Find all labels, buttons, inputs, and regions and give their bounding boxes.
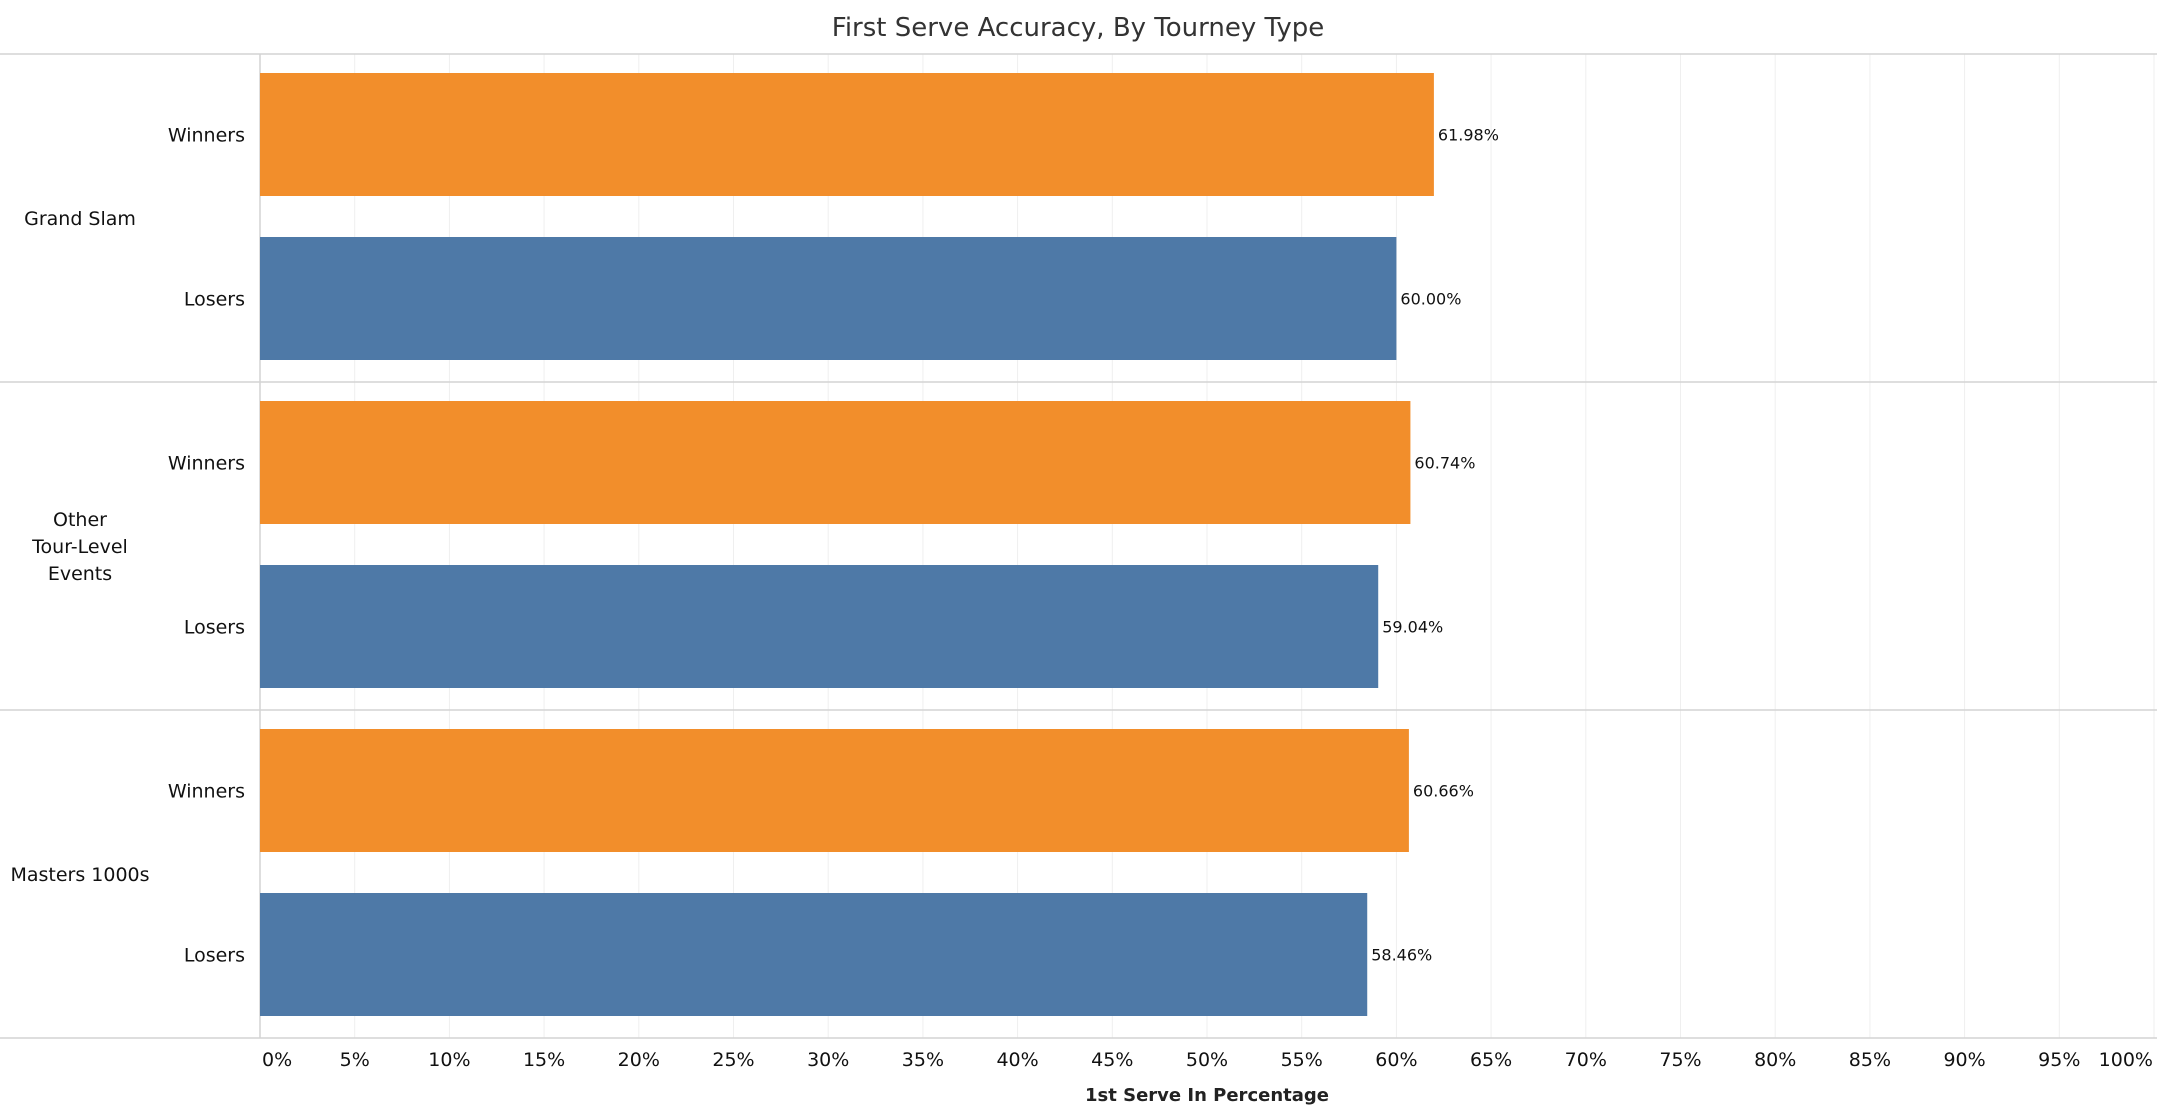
bar-losers — [260, 237, 1397, 360]
bar-losers — [260, 893, 1368, 1016]
x-tick-label: 50% — [1186, 1049, 1228, 1071]
x-tick-label: 80% — [1754, 1049, 1796, 1071]
chart-title: First Serve Accuracy, By Tourney Type — [832, 13, 1324, 43]
x-tick-label: 10% — [428, 1049, 470, 1071]
x-tick-label: 55% — [1281, 1049, 1323, 1071]
x-tick-label: 35% — [902, 1049, 944, 1071]
x-tick-label: 90% — [1943, 1049, 1985, 1071]
bar-category-label: Winners — [168, 453, 245, 475]
x-tick-label: 20% — [618, 1049, 660, 1071]
bar-category-label: Losers — [184, 617, 245, 639]
bar-winners — [260, 729, 1409, 852]
x-tick-label: 70% — [1565, 1049, 1607, 1071]
x-tick-label: 45% — [1091, 1049, 1133, 1071]
group-label: Other — [53, 509, 107, 531]
bar-value-label: 60.00% — [1400, 290, 1461, 309]
x-tick-label: 0% — [262, 1049, 292, 1071]
x-tick-label: 15% — [523, 1049, 565, 1071]
x-tick-label: 40% — [996, 1049, 1038, 1071]
bar-value-label: 58.46% — [1371, 946, 1432, 965]
x-tick-label: 100% — [2099, 1049, 2153, 1071]
bar-winners — [260, 73, 1434, 196]
bar-value-label: 60.66% — [1413, 782, 1474, 801]
bar-category-label: Losers — [184, 289, 245, 311]
group-label: Grand Slam — [24, 208, 136, 230]
x-tick-label: 25% — [712, 1049, 754, 1071]
group-label: Tour-Level — [31, 536, 128, 558]
bar-value-label: 60.74% — [1414, 454, 1475, 473]
x-tick-label: 60% — [1375, 1049, 1417, 1071]
x-tick-label: 95% — [2038, 1049, 2080, 1071]
bar-value-label: 59.04% — [1382, 618, 1443, 637]
x-tick-label: 30% — [807, 1049, 849, 1071]
x-tick-label: 75% — [1659, 1049, 1701, 1071]
x-axis-title: 1st Serve In Percentage — [1085, 1085, 1329, 1106]
bar-winners — [260, 401, 1411, 524]
bar-category-label: Losers — [184, 945, 245, 967]
group-label: Masters 1000s — [10, 864, 149, 886]
x-tick-label: 65% — [1470, 1049, 1512, 1071]
group-label: Events — [48, 563, 112, 585]
x-tick-label: 85% — [1849, 1049, 1891, 1071]
x-tick-label: 5% — [340, 1049, 370, 1071]
bar-losers — [260, 565, 1379, 688]
bar-value-label: 61.98% — [1438, 126, 1499, 145]
bar-category-label: Winners — [168, 125, 245, 147]
bar-category-label: Winners — [168, 781, 245, 803]
